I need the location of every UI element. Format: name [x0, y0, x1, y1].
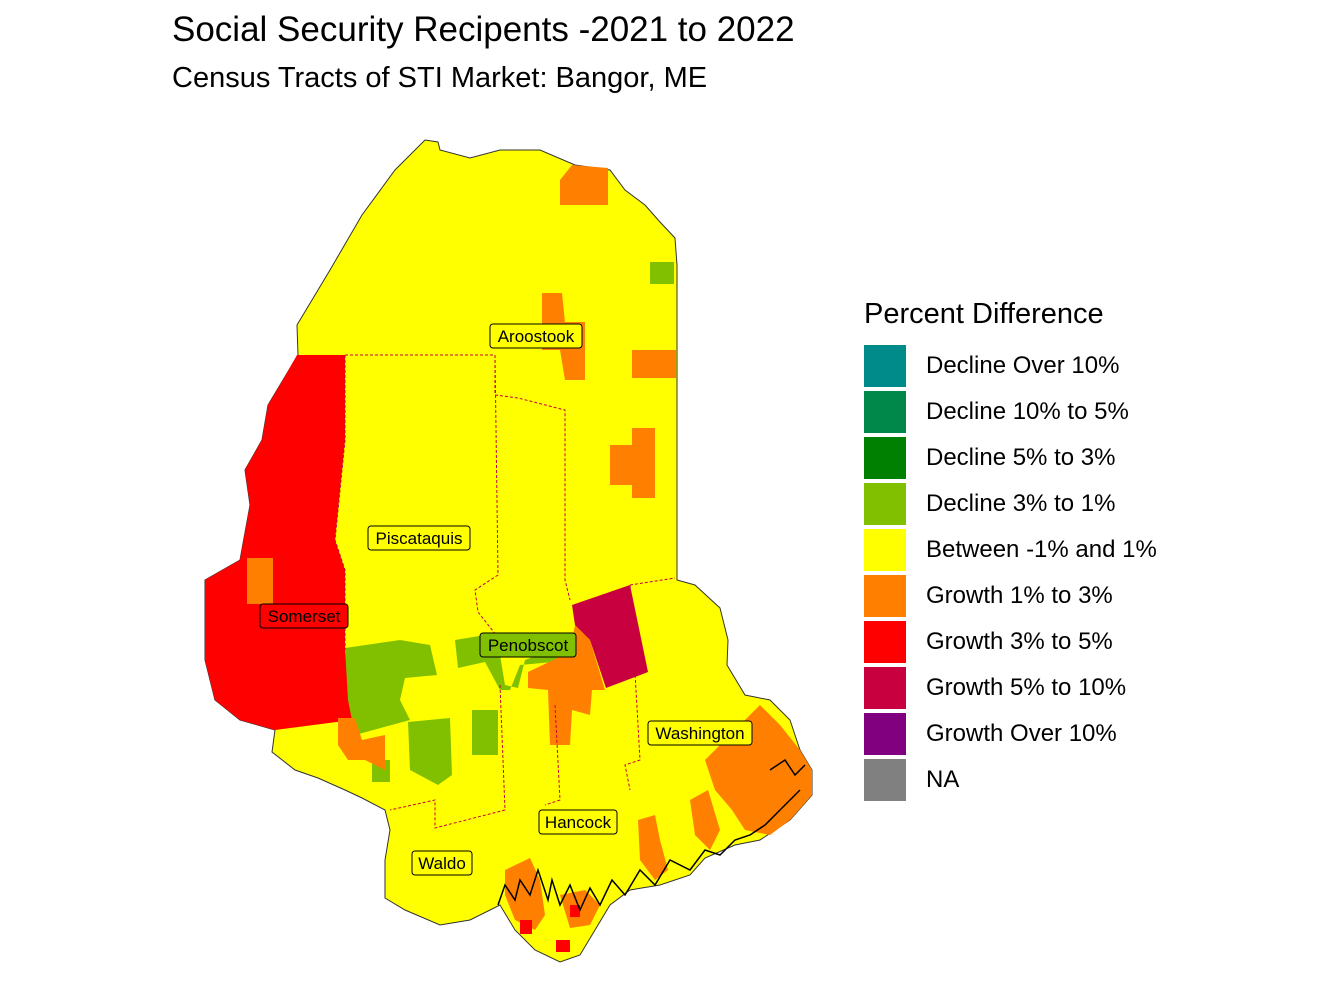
tract-green: [472, 710, 498, 755]
county-boundaries: [334, 354, 676, 829]
legend-label: Growth 3% to 5%: [926, 628, 1113, 655]
county-label-aroostook: Aroostook: [489, 323, 583, 349]
legend-label: Between -1% and 1%: [926, 536, 1157, 563]
legend-item: Growth 3% to 5%: [864, 619, 1157, 665]
tract-orange: [638, 815, 668, 880]
legend-swatch: [864, 667, 906, 709]
legend-label: Decline Over 10%: [926, 352, 1120, 379]
tract-orange: [528, 625, 605, 745]
map-subtitle: Census Tracts of STI Market: Bangor, ME: [172, 62, 708, 94]
tract-orange: [610, 428, 655, 498]
tract-green: [650, 262, 674, 284]
svg-text:Washington: Washington: [655, 724, 744, 743]
tract-green: [408, 718, 452, 785]
legend-swatch: [864, 713, 906, 755]
legend-swatch: [864, 529, 906, 571]
tract-orange: [690, 790, 720, 850]
legend-label: Decline 10% to 5%: [926, 398, 1129, 425]
svg-text:Aroostook: Aroostook: [498, 327, 575, 346]
tract-green: [345, 640, 437, 735]
svg-text:Waldo: Waldo: [418, 854, 466, 873]
legend-label: Decline 5% to 3%: [926, 444, 1116, 471]
tract-orange: [505, 858, 545, 930]
legend-item: Decline 5% to 3%: [864, 435, 1157, 481]
legend: Percent Difference Decline Over 10% Decli…: [864, 298, 1157, 803]
tract-crimson: [572, 585, 648, 688]
legend-items: Decline Over 10% Decline 10% to 5% Decline…: [864, 343, 1157, 803]
legend-item: NA: [864, 757, 1157, 803]
map-title: Social Security Recipents -2021 to 2022: [172, 10, 795, 49]
svg-text:Somerset: Somerset: [268, 607, 341, 626]
tract-orange: [338, 718, 385, 770]
legend-label: Growth 5% to 10%: [926, 674, 1127, 701]
legend-label: Growth Over 10%: [926, 720, 1117, 747]
svg-text:Piscataquis: Piscataquis: [376, 529, 463, 548]
tract-red: [556, 940, 570, 952]
county-label-waldo: Waldo: [411, 850, 473, 876]
tract-orange: [247, 558, 273, 604]
legend-item: Growth Over 10%: [864, 711, 1157, 757]
coastline-detail: [769, 758, 806, 777]
legend-item: Growth 1% to 3%: [864, 573, 1157, 619]
legend-item: Growth 5% to 10%: [864, 665, 1157, 711]
tract-red: [520, 920, 532, 934]
tract-red: [570, 905, 580, 917]
legend-label: Decline 3% to 1%: [926, 490, 1116, 517]
county-label-hancock: Hancock: [538, 809, 618, 835]
legend-swatch: [864, 437, 906, 479]
legend-title: Percent Difference: [864, 298, 1104, 330]
region-somerset: [205, 355, 352, 730]
legend-swatch: [864, 345, 906, 387]
county-label-washington: Washington: [647, 720, 753, 746]
legend-swatch: [864, 759, 906, 801]
county-label-penobscot: Penobscot: [479, 632, 577, 658]
county-label-somerset: Somerset: [259, 603, 349, 629]
legend-swatch: [864, 483, 906, 525]
legend-item: Decline 3% to 1%: [864, 481, 1157, 527]
legend-item: Decline 10% to 5%: [864, 389, 1157, 435]
coastline-detail: [497, 789, 801, 912]
legend-swatch: [864, 391, 906, 433]
svg-text:Penobscot: Penobscot: [488, 636, 569, 655]
tract-orange: [632, 350, 676, 378]
tract-orange: [560, 165, 608, 205]
legend-item: Decline Over 10%: [864, 343, 1157, 389]
legend-item: Between -1% and 1%: [864, 527, 1157, 573]
legend-label: Growth 1% to 3%: [926, 582, 1113, 609]
county-label-piscataquis: Piscataquis: [367, 525, 471, 551]
legend-label: NA: [926, 766, 960, 793]
svg-text:Hancock: Hancock: [545, 813, 612, 832]
legend-swatch: [864, 621, 906, 663]
legend-swatch: [864, 575, 906, 617]
